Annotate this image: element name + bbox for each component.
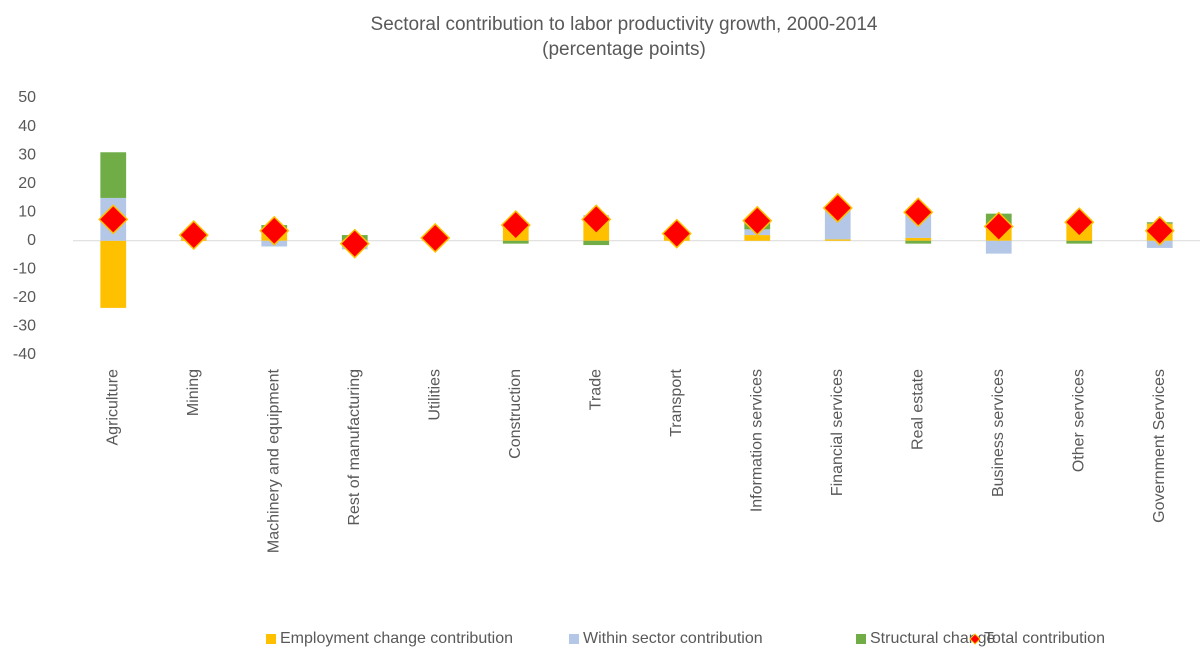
x-tick-label: Rest of manufacturing xyxy=(346,369,363,526)
x-tick-label: Mining xyxy=(185,369,202,416)
x-tick-label: Business services xyxy=(990,369,1007,497)
diamond-marker xyxy=(822,192,853,223)
diamond-marker xyxy=(661,218,692,249)
y-tick-label: 20 xyxy=(18,175,36,192)
x-tick-label: Information services xyxy=(748,369,765,512)
y-tick-label: 0 xyxy=(27,232,36,249)
y-tick-label: -10 xyxy=(13,261,36,278)
chart-subtitle: (percentage points) xyxy=(542,39,706,60)
legend-marker xyxy=(969,633,981,645)
diamond-marker xyxy=(98,204,129,235)
bar-segment xyxy=(502,240,529,244)
bar-segment xyxy=(824,239,851,241)
x-tick-label: Construction xyxy=(507,369,524,459)
legend-label: Within sector contribution xyxy=(583,630,763,647)
y-tick-label: -40 xyxy=(13,346,36,363)
diamond-marker xyxy=(742,205,773,236)
y-tick-label: 10 xyxy=(18,203,36,220)
x-tick-label: Transport xyxy=(668,368,685,436)
bar-segment xyxy=(905,237,932,241)
legend-swatch xyxy=(266,634,276,644)
diamond-marker xyxy=(420,222,451,253)
diamond-marker xyxy=(1064,207,1095,238)
y-tick-label: -20 xyxy=(13,289,36,306)
x-tick-label: Agriculture xyxy=(104,369,121,446)
x-tick-label: Real estate xyxy=(909,369,926,450)
legend-label: Employment change contribution xyxy=(280,630,513,647)
legend-swatch xyxy=(856,634,866,644)
x-tick-label: Machinery and equipment xyxy=(265,368,282,553)
diamond-marker xyxy=(178,220,209,251)
y-tick-label: -30 xyxy=(13,318,36,335)
diamond-marker xyxy=(1144,215,1175,246)
bar-segment xyxy=(1066,240,1093,244)
bar-segment xyxy=(100,240,127,308)
y-tick-label: 30 xyxy=(18,146,36,163)
x-tick-label: Government Services xyxy=(1151,369,1168,523)
x-tick-label: Trade xyxy=(587,369,604,410)
bar-segment xyxy=(744,235,771,241)
diamond-marker xyxy=(500,210,531,241)
diamond-marker xyxy=(581,204,612,235)
x-tick-label: Financial services xyxy=(829,369,846,496)
x-tick-label: Utilities xyxy=(426,369,443,421)
bar-segment xyxy=(985,240,1012,254)
y-tick-label: 50 xyxy=(18,89,36,106)
legend-swatch xyxy=(569,634,579,644)
bar-segment xyxy=(905,240,932,244)
diamond-marker xyxy=(259,215,290,246)
bar-segment xyxy=(583,240,610,246)
y-tick-label: 40 xyxy=(18,118,36,135)
x-tick-label: Other services xyxy=(1070,369,1087,472)
diamond-marker xyxy=(983,211,1014,242)
legend-label: Total contribution xyxy=(984,630,1105,647)
diamond-marker xyxy=(903,197,934,228)
chart-title: Sectoral contribution to labor productiv… xyxy=(371,14,878,35)
diamond-marker xyxy=(339,228,370,259)
legend-label: Structural change xyxy=(870,630,996,647)
bar-segment xyxy=(100,152,127,198)
